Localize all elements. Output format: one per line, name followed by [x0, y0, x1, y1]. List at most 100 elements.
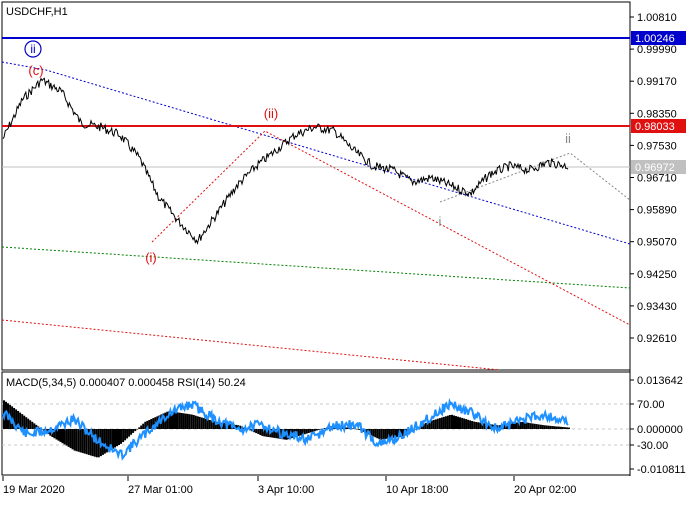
red-level-value: 0.98033 [635, 121, 675, 133]
macd-bar [519, 422, 522, 429]
macd-bar [146, 420, 149, 429]
price-tick-label: 0.92610 [637, 333, 677, 345]
macd-bar [11, 406, 14, 429]
macd-bar [126, 429, 129, 439]
macd-bar [222, 423, 225, 429]
macd-bar [33, 423, 36, 429]
time-axis: 19 Mar 2020 27 Mar 01:00 3 Apr 10:00 10 Apr… [2, 476, 576, 496]
macd-bar [527, 422, 530, 429]
macd-bar [402, 429, 405, 437]
macd-bar [479, 422, 482, 429]
current-price-badge [631, 160, 686, 174]
macd-bar [184, 413, 187, 429]
macd-bar [346, 427, 348, 429]
macd-bar [390, 429, 393, 439]
macd-bar [253, 429, 256, 433]
macd-bar [541, 425, 544, 429]
indicator-tick-label: -0.010811 [637, 464, 686, 476]
macd-bar [148, 420, 151, 429]
macd-bar [79, 429, 82, 453]
macd-bar [557, 426, 560, 429]
macd-bar [297, 429, 300, 437]
price-axis: 1.00810 0.99990 0.99170 0.98350 0.97530 0.967… [630, 12, 677, 345]
macd-bar [212, 421, 215, 429]
macd-bar [525, 422, 528, 429]
macd-bar [568, 427, 570, 429]
macd-bar [469, 420, 472, 429]
red-wave-line [151, 130, 631, 326]
macd-bar [103, 429, 106, 454]
macd-bar [503, 424, 506, 429]
macd-bar [93, 429, 96, 457]
macd-bar [303, 429, 306, 435]
macd-bar [55, 429, 58, 440]
wave-label-ii-circled: ii [30, 42, 35, 56]
macd-bar [386, 429, 389, 439]
macd-bar [194, 415, 197, 429]
macd-bar [451, 414, 453, 429]
macd-bar [440, 417, 443, 429]
macd-bar [170, 411, 173, 429]
macd-bar [547, 425, 550, 429]
macd-bar [275, 429, 278, 439]
macd-bar [263, 429, 266, 437]
macd-bar [299, 429, 302, 436]
price-tick-label: 0.93430 [637, 301, 677, 313]
macd-bar [178, 412, 181, 429]
macd-bar [370, 429, 373, 436]
blue-level-value: 1.00246 [635, 33, 675, 45]
price-tick-label: 0.97530 [637, 140, 677, 152]
macd-bar [168, 411, 171, 429]
green-channel-line [1, 246, 631, 289]
macd-bar [75, 429, 78, 452]
macd-bar [533, 423, 536, 429]
wave-label-i-paren: (i) [145, 250, 157, 265]
macd-bar [442, 416, 445, 429]
macd-bar [128, 429, 131, 437]
macd-bar [259, 429, 262, 435]
macd-bar [109, 429, 112, 450]
macd-bar [180, 413, 183, 429]
macd-bar [392, 429, 395, 438]
macd-bar [517, 422, 520, 429]
blue-trend-line [1, 61, 631, 245]
macd-bar [265, 429, 268, 437]
macd-bar [551, 426, 554, 429]
blue-level-badge [631, 31, 686, 45]
macd-bar [142, 423, 145, 429]
macd-bar [27, 418, 30, 429]
macd-bar [140, 425, 143, 429]
macd-bar [444, 416, 447, 429]
indicator-tick-label: 0.013642 [637, 375, 683, 387]
macd-bar [87, 429, 90, 455]
macd-bar [59, 429, 62, 442]
macd-bar [150, 419, 153, 429]
macd-bar [188, 414, 191, 429]
macd-bar [77, 429, 80, 452]
main-chart-panel[interactable] [1, 1, 631, 371]
macd-bar [432, 420, 435, 429]
price-tick-label: 0.99990 [637, 44, 677, 56]
macd-bar [394, 429, 397, 438]
indicator-tick-label: -30.00 [637, 440, 668, 452]
macd-bar [388, 429, 391, 439]
macd-bar [315, 429, 318, 431]
macd-bar [358, 429, 361, 430]
macd-bar [144, 421, 147, 429]
time-tick-label: 10 Apr 18:00 [386, 484, 448, 496]
macd-bar [107, 429, 110, 452]
macd-bar [553, 426, 556, 429]
macd-bar [513, 422, 516, 429]
macd-bar [57, 429, 60, 441]
time-tick-label: 20 Apr 02:00 [514, 484, 576, 496]
macd-bar [307, 429, 310, 433]
macd-bar [475, 422, 478, 429]
macd-bar [271, 429, 274, 438]
macd-bar [539, 424, 542, 429]
macd-bar [112, 429, 114, 449]
macd-bar [196, 416, 199, 429]
macd-bar [309, 429, 312, 433]
macd-bar [235, 424, 238, 429]
macd-bar [229, 424, 231, 429]
